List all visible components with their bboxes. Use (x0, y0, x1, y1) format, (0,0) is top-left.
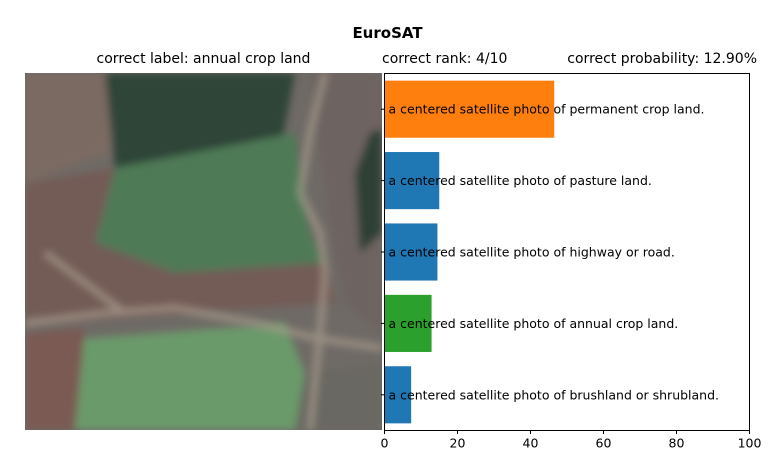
x-tick-label: 20 (450, 436, 466, 451)
bar-label: a centered satellite photo of highway or… (389, 245, 675, 260)
x-tick-label: 100 (738, 436, 762, 451)
bar (384, 152, 440, 210)
bar-label: a centered satellite photo of pasture la… (389, 173, 652, 188)
figure-title: EuroSAT (352, 24, 423, 42)
x-tick-label: 0 (381, 436, 389, 451)
bar (384, 80, 555, 138)
bar-label: a centered satellite photo of brushland … (389, 387, 720, 402)
x-tick-label: 60 (596, 436, 612, 451)
satellite-image (25, 73, 382, 430)
bar-label: a centered satellite photo of annual cro… (389, 316, 679, 331)
x-tick-label: 80 (669, 436, 685, 451)
x-tick-label: 40 (523, 436, 539, 451)
correct-probability-text: correct probability: 12.90% (567, 51, 757, 67)
bar (384, 366, 412, 424)
bar (384, 294, 432, 352)
correct-label-text: correct label: annual crop land (96, 51, 311, 67)
correct-rank-text: correct rank: 4/10 (382, 51, 508, 67)
bar (384, 223, 438, 281)
satellite-image-drawing (25, 73, 382, 430)
bar-label: a centered satellite photo of permanent … (389, 102, 705, 117)
